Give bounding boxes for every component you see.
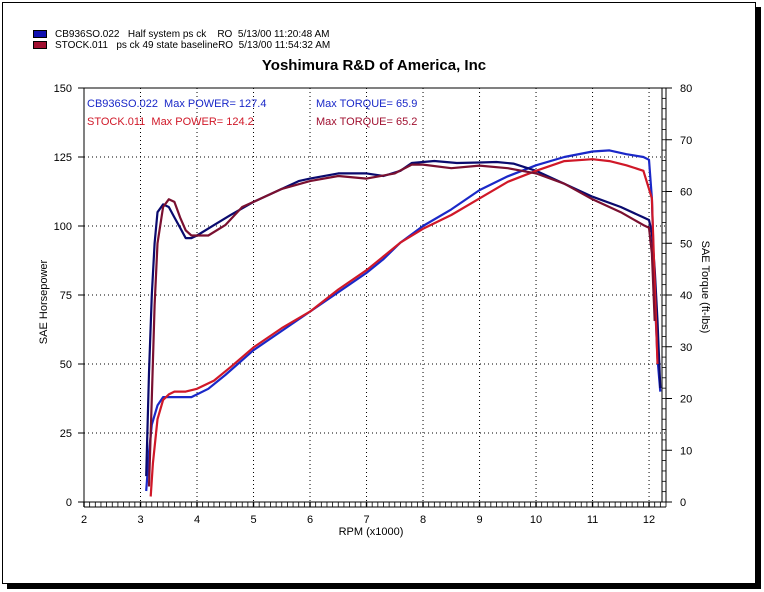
legend-date: 5/13/00 11:54:32 AM [238,40,331,51]
y-tick-label: 100 [54,221,72,233]
x-tick-label: 3 [137,514,143,526]
legend-desc: Half system ps ck [127,29,207,40]
x-tick-label: 10 [530,514,542,526]
dyno-chart-frame [2,2,756,584]
y-tick-label: 50 [60,359,72,371]
x-tick-label: 11 [587,514,598,526]
legend-entry-stock: STOCK.011 ps ck 49 state baselineRO 5/13… [33,40,330,51]
y2-tick-label: 40 [680,290,692,302]
y-tick-label: 0 [66,497,72,509]
y2-tick-label: 30 [680,342,692,354]
legend-swatch [33,30,47,38]
y-axis-label: SAE Horsepower [38,259,50,344]
legend-operator: RO [217,29,233,40]
x-tick-label: 6 [307,514,313,526]
annotation-stock-max-power: STOCK.011 Max POWER= 124.2 [87,116,254,128]
x-tick-label: 12 [643,514,655,526]
y2-axis-label: SAE Torque (ft-lbs) [699,241,711,334]
legend-operator: RO [218,40,234,51]
legend-entry-cb936so: CB936SO.022 Half system ps ck RO 5/13/00… [33,29,329,40]
x-tick-label: 7 [363,514,369,526]
legend-date: 5/13/00 11:20:48 AM [237,29,330,40]
series-line-stock-011-horsepower [149,158,659,497]
x-tick-label: 9 [476,514,482,526]
y-tick-label: 125 [54,152,72,164]
legend-file: STOCK.011 [55,40,108,51]
y2-tick-label: 20 [680,394,692,406]
x-axis-label: RPM (x1000) [339,526,404,538]
series-line-cb936so-022-torque [145,159,662,477]
legend-desc: ps ck 49 state baseline [116,40,219,51]
annotation-stock-max-torque: Max TORQUE= 65.2 [316,116,417,128]
x-tick-label: 2 [81,514,87,526]
x-tick-label: 5 [250,514,256,526]
series-line-cb936so-022-horsepower [145,149,662,492]
annotation-cb936so-max-torque: Max TORQUE= 65.9 [316,98,417,110]
y2-tick-label: 10 [680,445,692,457]
annotation-cb936so-max-power: CB936SO.022 Max POWER= 127.4 [87,98,266,110]
y2-tick-label: 80 [680,83,692,95]
y-tick-label: 75 [60,290,72,302]
x-tick-label: 8 [420,514,426,526]
legend-file: CB936SO.022 [55,29,120,40]
y-tick-label: 150 [54,83,72,95]
y2-tick-label: 60 [680,187,692,199]
y2-tick-label: 70 [680,135,692,147]
x-tick-label: 4 [194,514,200,526]
y2-tick-label: 0 [680,497,686,509]
y2-tick-label: 50 [680,238,692,250]
y-tick-label: 25 [60,428,72,440]
legend-swatch [33,41,47,49]
plot-border [83,87,667,503]
chart-title: Yoshimura R&D of America, Inc [262,57,486,74]
series-line-stock-011-torque [147,163,656,487]
